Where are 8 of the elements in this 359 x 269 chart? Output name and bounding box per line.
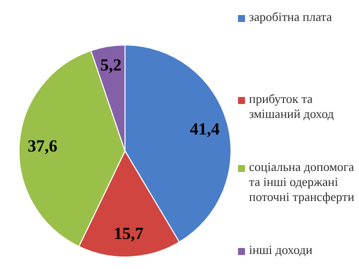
data-label: 41,4 bbox=[190, 120, 220, 139]
data-label: 37,6 bbox=[28, 136, 58, 156]
legend-label: соціальна допомога та інші одержані поточні трансферти bbox=[249, 160, 356, 205]
legend-label: прибуток та змішаний доход bbox=[249, 92, 335, 122]
data-label: 5,2 bbox=[100, 56, 122, 75]
legend-label: заробітна плата bbox=[249, 10, 332, 25]
data-label: 15,7 bbox=[114, 224, 144, 244]
legend-label: інші доходи bbox=[249, 243, 312, 258]
